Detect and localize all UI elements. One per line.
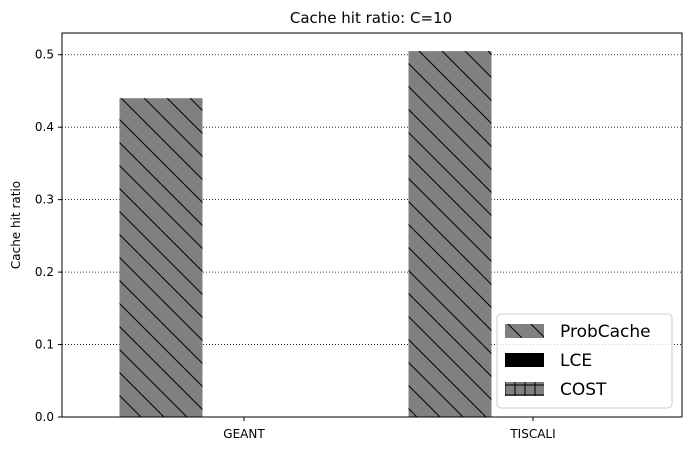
y-axis-label: Cache hit ratio — [9, 181, 23, 269]
y-tick-label: 0.2 — [35, 265, 54, 279]
axes: 0.0 0.1 0.2 0.3 0.4 0.5 GEANT TISCALI — [35, 32, 683, 441]
y-tick-label: 0.0 — [35, 410, 54, 424]
plot-frame — [61, 32, 683, 418]
y-tick-label: 0.1 — [35, 338, 54, 352]
y-tick-label: 0.5 — [35, 48, 54, 62]
y-tick-label: 0.4 — [35, 120, 54, 134]
legend-swatch-cost-hatch — [505, 382, 544, 396]
x-tick-label: GEANT — [223, 427, 265, 441]
y-tick-label: 0.3 — [35, 193, 54, 207]
bar-hatch-probcache-tiscali — [408, 51, 492, 417]
legend-label-lce: LCE — [560, 351, 592, 371]
chart-title: Cache hit ratio: C=10 — [290, 9, 452, 27]
bar-hatch-probcache-geant — [119, 98, 203, 417]
legend: ProbCache LCE COST — [496, 313, 673, 409]
legend-label-probcache: ProbCache — [560, 322, 651, 342]
legend-label-cost: COST — [560, 380, 607, 400]
legend-swatch-probcache-hatch — [505, 324, 544, 338]
bars — [119, 51, 492, 417]
legend-swatch-lce — [505, 353, 544, 367]
x-tick-label: TISCALI — [509, 427, 555, 441]
